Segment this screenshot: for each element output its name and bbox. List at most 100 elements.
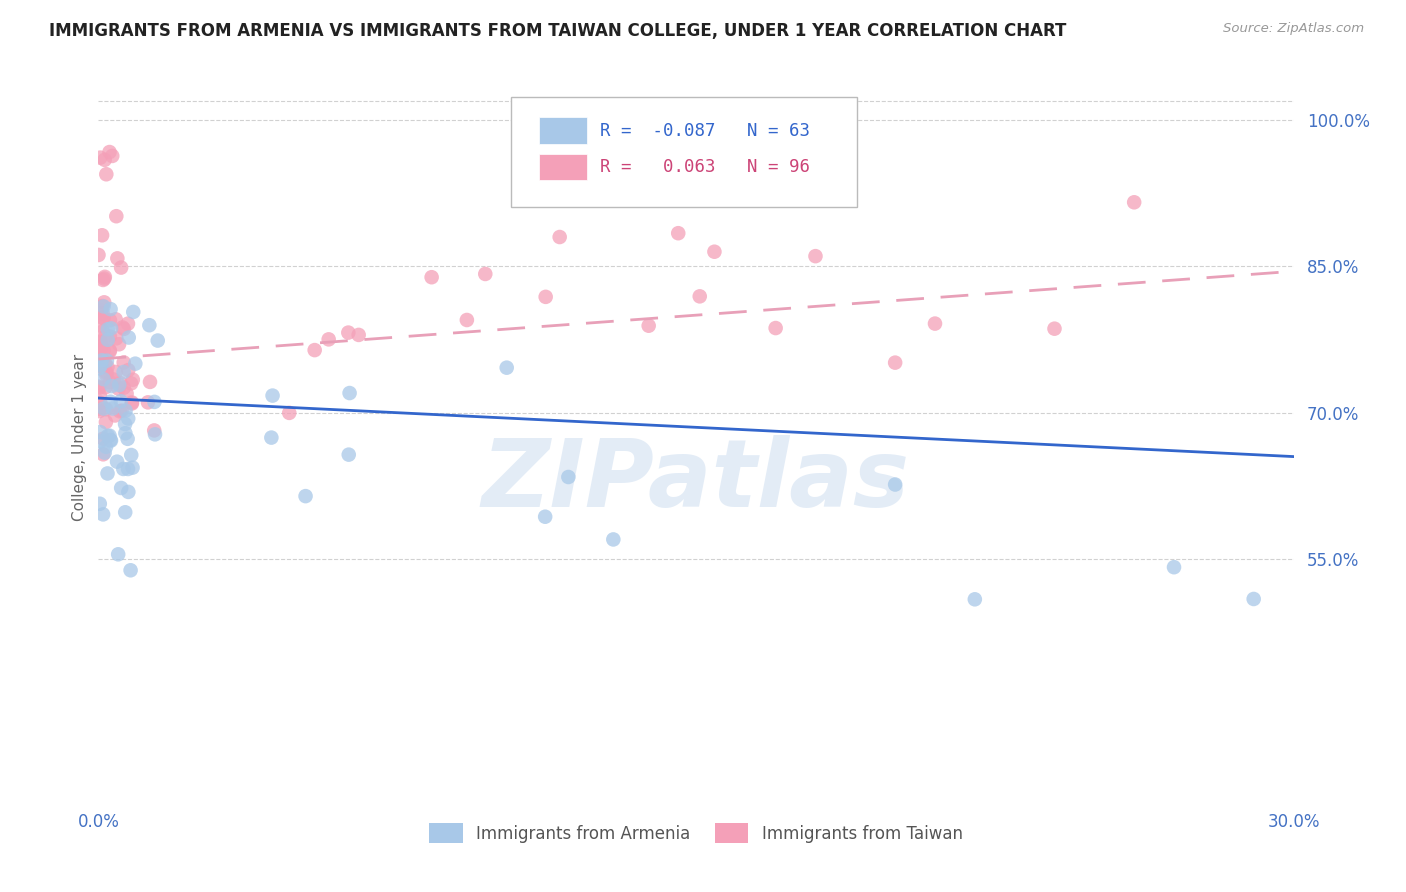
Point xyxy=(105,209,128,223)
FancyBboxPatch shape xyxy=(540,118,588,144)
Point xyxy=(112,462,135,476)
Point xyxy=(93,300,115,314)
Point xyxy=(87,361,110,376)
Point xyxy=(112,381,135,395)
Point xyxy=(93,271,115,285)
Point xyxy=(93,311,115,326)
Point xyxy=(683,192,706,206)
Point xyxy=(294,489,316,503)
Point xyxy=(94,364,117,378)
Point xyxy=(100,394,122,409)
Point xyxy=(120,448,142,462)
Point xyxy=(100,433,122,447)
Point xyxy=(121,460,143,475)
Point xyxy=(97,322,120,336)
Point xyxy=(91,353,114,368)
Point xyxy=(100,379,122,393)
Point xyxy=(262,388,284,402)
Point xyxy=(337,326,360,340)
Point xyxy=(110,376,132,390)
Point xyxy=(963,592,986,607)
Point xyxy=(98,145,121,159)
Point xyxy=(101,149,124,163)
Point xyxy=(98,343,121,358)
Point xyxy=(97,429,120,443)
Point xyxy=(90,339,112,353)
Point xyxy=(94,440,117,454)
Point xyxy=(89,151,111,165)
Point xyxy=(318,332,340,346)
Point xyxy=(89,395,111,409)
Y-axis label: College, Under 1 year: College, Under 1 year xyxy=(72,353,87,521)
Point xyxy=(110,260,132,275)
Point xyxy=(117,317,139,331)
Point xyxy=(100,434,122,448)
Point xyxy=(101,401,124,416)
Point xyxy=(666,226,689,240)
Text: IMMIGRANTS FROM ARMENIA VS IMMIGRANTS FROM TAIWAN COLLEGE, UNDER 1 YEAR CORRELAT: IMMIGRANTS FROM ARMENIA VS IMMIGRANTS FR… xyxy=(49,22,1067,40)
Point xyxy=(89,404,111,418)
Point xyxy=(534,290,557,304)
Point xyxy=(122,305,145,319)
Point xyxy=(104,365,127,379)
FancyBboxPatch shape xyxy=(510,97,858,207)
Point xyxy=(1163,560,1185,574)
Point xyxy=(114,417,136,431)
Point xyxy=(91,336,114,351)
Point xyxy=(91,325,114,339)
Point xyxy=(107,547,129,561)
Point xyxy=(114,426,136,441)
Point xyxy=(96,366,118,380)
Point xyxy=(94,415,117,429)
Point xyxy=(534,509,557,524)
Point xyxy=(97,333,120,347)
Point xyxy=(337,448,360,462)
Point xyxy=(91,228,114,243)
Point xyxy=(124,357,146,371)
Point xyxy=(96,467,118,481)
Point xyxy=(96,353,118,368)
Point xyxy=(87,380,110,394)
Point xyxy=(117,462,139,476)
Point xyxy=(121,373,143,387)
Point xyxy=(115,386,138,401)
Point xyxy=(121,395,143,409)
Point xyxy=(105,331,128,345)
Point xyxy=(98,375,121,389)
Text: R =  -0.087   N = 63: R = -0.087 N = 63 xyxy=(600,121,810,140)
Point xyxy=(1043,321,1066,335)
Point xyxy=(89,434,111,449)
Point xyxy=(89,425,111,439)
Text: ZIPatlas: ZIPatlas xyxy=(482,435,910,527)
Point xyxy=(93,372,115,386)
Point xyxy=(89,334,111,349)
FancyBboxPatch shape xyxy=(540,154,588,180)
Point xyxy=(98,313,121,327)
Point xyxy=(118,330,141,344)
Point xyxy=(104,409,127,423)
Point xyxy=(110,481,132,495)
Point xyxy=(495,360,517,375)
Point xyxy=(91,508,114,522)
Point xyxy=(98,344,121,359)
Point xyxy=(98,428,121,442)
Point xyxy=(143,395,166,409)
Point xyxy=(117,411,139,425)
Point xyxy=(89,401,111,416)
Point xyxy=(108,337,131,351)
Point xyxy=(91,273,114,287)
Point xyxy=(91,306,114,320)
Point xyxy=(94,269,117,284)
Point xyxy=(94,330,117,344)
Point xyxy=(112,322,135,336)
Point xyxy=(89,348,111,362)
Point xyxy=(260,431,283,445)
Point xyxy=(104,312,127,326)
Point xyxy=(105,455,128,469)
Point xyxy=(304,343,326,357)
Point xyxy=(548,230,571,244)
Point xyxy=(1243,592,1265,607)
Point xyxy=(114,403,136,417)
Point xyxy=(89,388,111,402)
Point xyxy=(93,295,115,310)
